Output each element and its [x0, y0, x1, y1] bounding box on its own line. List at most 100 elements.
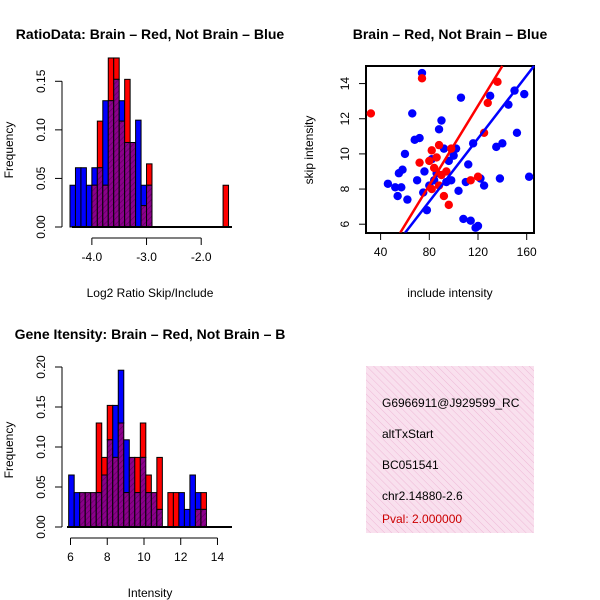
scatter-point-not-brain — [391, 183, 400, 192]
scatter-point-brain — [429, 163, 439, 173]
intensity-bar-overlap — [128, 456, 136, 528]
intensity-bar-overlap — [134, 492, 141, 528]
intensity-bar-overlap — [106, 439, 114, 528]
intensity-bar-not-brain — [68, 474, 75, 528]
fit-line-not-brain — [403, 65, 535, 234]
intensity-bar-overlap — [200, 508, 207, 528]
scatter-point-brain — [444, 200, 453, 210]
ratio-bar-brain — [107, 57, 115, 102]
intensity-bar-brain — [200, 492, 207, 510]
ratio-y-tick-label: 0.15 — [34, 69, 48, 93]
ratio-bar-not-brain — [140, 184, 148, 207]
ratio-bar-overlap — [146, 184, 153, 228]
ratio-bar-not-brain — [135, 119, 142, 228]
scatter-y-label: skip intensity — [302, 116, 316, 185]
ratio-x-label: Log2 Ratio Skip/Include — [87, 286, 214, 300]
scatter-point-not-brain — [498, 139, 507, 148]
p-value: Pval: 2.000000 — [382, 512, 462, 526]
intensity-bar-overlap — [117, 422, 125, 528]
ratio-bar-brain — [146, 163, 153, 186]
ratio-bar-not-brain — [91, 167, 98, 186]
ratio-bar-overlap — [118, 120, 126, 228]
scatter-point-not-brain — [466, 216, 475, 225]
intensity-bar-overlap — [194, 508, 202, 528]
ratio-bar-not-brain — [102, 100, 109, 186]
scatter-point-not-brain — [456, 93, 466, 102]
intensity-bars — [67, 369, 232, 528]
ratio-x-tick-label: -3.0 — [136, 250, 157, 264]
intensity-bar-not-brain — [73, 492, 81, 528]
scatter-x-tick-label: 80 — [423, 245, 437, 259]
intensity-bar-overlap — [101, 474, 108, 528]
ratio-bar-brain — [96, 120, 104, 169]
scatter-x-tick-label: 40 — [374, 245, 388, 259]
intensity-scatter: Brain – Red, Not Brain – Blue 40 80 120 160… — [302, 26, 547, 300]
intensity-bar-brain — [106, 404, 114, 441]
scatter-x-tick-label: 120 — [468, 245, 488, 259]
ratio-bar-overlap — [96, 167, 104, 228]
intensity-bar-overlap — [112, 456, 119, 528]
ratio-bar-overlap — [91, 184, 98, 228]
scatter-point-not-brain — [415, 133, 424, 143]
ratio-bar-overlap — [102, 184, 109, 228]
intensity-bar-not-brain — [189, 474, 196, 528]
gene-id: G6966911@J929599_RC — [382, 396, 520, 410]
ratio-x-tick-label: -2.0 — [191, 250, 212, 264]
ratio-bar-brain — [222, 184, 230, 228]
intensity-bar-brain — [95, 422, 103, 494]
intensity-bar-brain — [101, 456, 108, 476]
intensity-histogram: Gene Itensity: Brain – Red, Not Brain – … — [2, 326, 285, 600]
scatter-point-not-brain — [393, 191, 402, 201]
info-background — [366, 366, 534, 533]
ratio-bar-brain — [124, 78, 131, 143]
intensity-bar-overlap — [139, 456, 147, 528]
ratio-y-axis: 0.00 0.05 0.10 0.15 — [34, 69, 63, 239]
scatter-point-not-brain — [437, 116, 446, 125]
scatter-point-brain — [434, 140, 444, 150]
intensity-bar-brain — [139, 422, 147, 458]
scatter-y-tick-label: 10 — [338, 147, 352, 161]
intensity-y-axis: 0.00 0.05 0.10 0.15 0.20 — [34, 355, 63, 539]
scatter-point-brain — [417, 74, 427, 83]
ratio-bar-overlap — [129, 141, 137, 228]
intensity-bar-overlap — [156, 508, 163, 528]
scatter-point-not-brain — [434, 125, 444, 134]
intensity-bar-overlap — [84, 492, 92, 528]
intensity-bar-overlap — [145, 492, 152, 528]
scatter-point-not-brain — [408, 109, 417, 118]
intensity-x-tick-label: 8 — [104, 550, 111, 564]
ratio-bar-overlap — [113, 78, 120, 228]
scatter-x-axis: 40 80 120 160 — [374, 232, 537, 259]
ratio-bar-overlap — [124, 141, 131, 228]
scatter-point-not-brain — [383, 179, 393, 188]
accession: BC051541 — [382, 458, 439, 472]
scatter-point-not-brain — [403, 195, 412, 204]
intensity-x-tick-label: 6 — [67, 550, 74, 564]
scatter-fit-lines — [399, 65, 535, 234]
intensity-x-tick-label: 10 — [137, 550, 151, 564]
intensity-y-tick-label: 0.00 — [34, 515, 48, 539]
scatter-point-brain — [415, 158, 424, 167]
scatter-point-not-brain — [454, 186, 463, 196]
intensity-y-tick-label: 0.15 — [34, 395, 48, 419]
scatter-point-brain — [466, 176, 475, 185]
scatter-y-tick-label: 8 — [338, 185, 352, 192]
scatter-point-brain — [425, 156, 434, 166]
scatter-point-not-brain — [449, 151, 458, 160]
ratio-bar-overlap — [140, 205, 148, 228]
scatter-point-not-brain — [524, 172, 534, 181]
scatter-point-not-brain — [520, 89, 529, 99]
intensity-bar-overlap — [79, 492, 86, 528]
ratio-chart-title: RatioData: Brain – Red, Not Brain – Blue — [16, 26, 285, 42]
genomic-location: chr2.14880-2.6 — [382, 489, 463, 503]
scatter-chart-title: Brain – Red, Not Brain – Blue — [353, 26, 548, 42]
intensity-x-tick-label: 14 — [211, 550, 225, 564]
scatter-point-not-brain — [473, 221, 483, 231]
ratio-y-label: Frequency — [2, 122, 16, 179]
intensity-bar-not-brain — [117, 369, 125, 424]
scatter-point-not-brain — [420, 167, 429, 176]
intensity-y-tick-label: 0.20 — [34, 355, 48, 379]
scatter-point-not-brain — [398, 165, 407, 174]
scatter-point-not-brain — [397, 183, 406, 192]
